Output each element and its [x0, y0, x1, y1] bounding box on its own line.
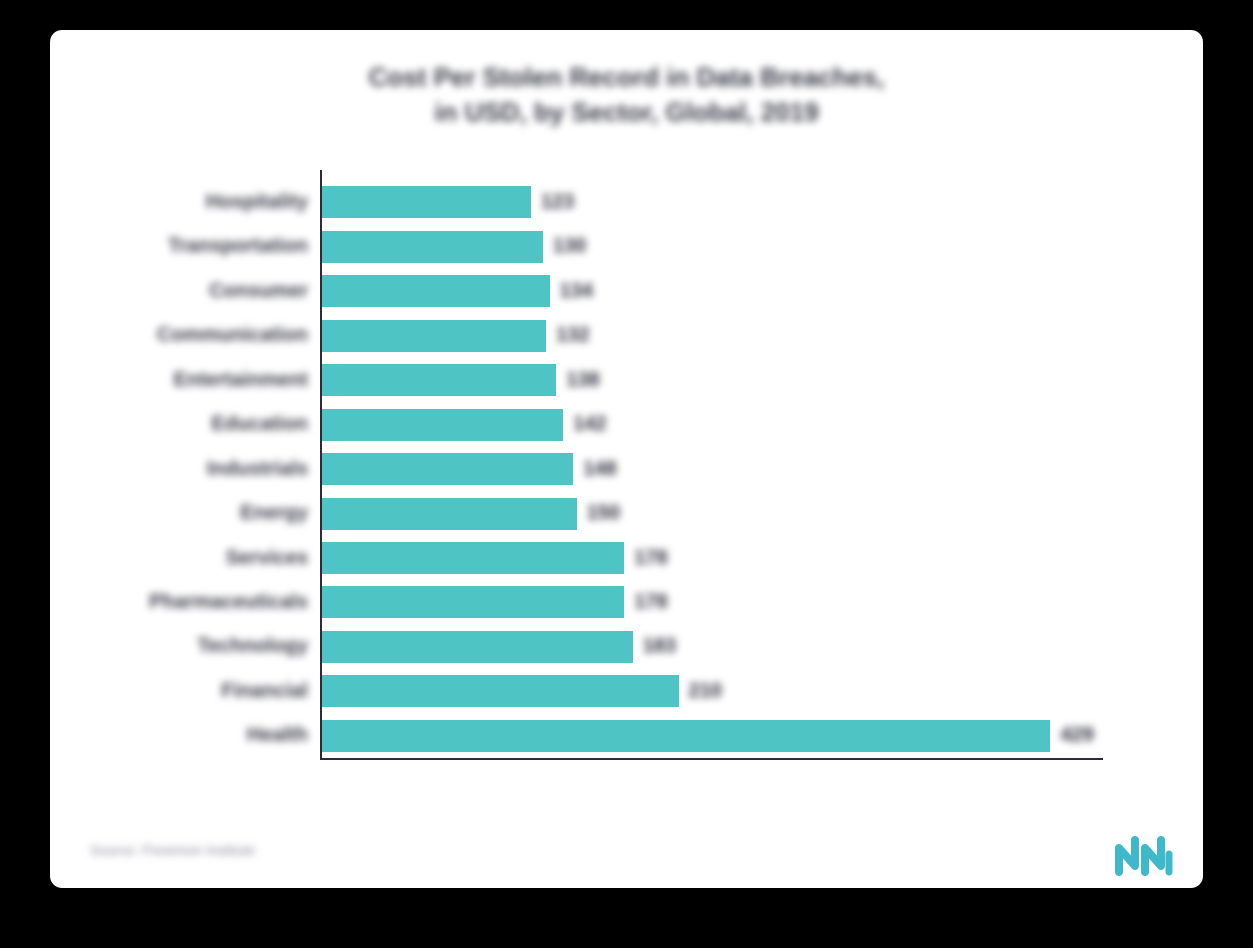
- bar-fill: [322, 453, 573, 485]
- bar-row: Industrials148: [322, 453, 1103, 485]
- bar-fill: [322, 631, 633, 663]
- bar-fill: [322, 231, 543, 263]
- bar-value-label: 150: [587, 502, 620, 525]
- bar-fill: [322, 498, 577, 530]
- bar-value-label: 130: [553, 235, 586, 258]
- bar-row: Financial210: [322, 675, 1103, 707]
- bar-row: Communication132: [322, 320, 1103, 352]
- bar-category-label: Transportation: [168, 235, 308, 258]
- bar-fill: [322, 320, 546, 352]
- chart-title-line1: Cost Per Stolen Record in Data Breaches,: [369, 62, 885, 92]
- bar-fill: [322, 409, 563, 441]
- bar-category-label: Technology: [197, 635, 308, 658]
- bar-fill: [322, 586, 624, 618]
- chart-panel: Cost Per Stolen Record in Data Breaches,…: [50, 30, 1203, 888]
- bar-row: Services178: [322, 542, 1103, 574]
- bar-value-label: 178: [634, 591, 667, 614]
- source-note: Source: Ponemon Institute: [90, 842, 255, 858]
- chart-title-line2: in USD, by Sector, Global, 2019: [434, 97, 818, 127]
- bar-fill: [322, 720, 1050, 752]
- bar-value-label: 134: [560, 280, 593, 303]
- bars-group: Hospitality123 Transportation130 Consumer1…: [322, 180, 1103, 758]
- bar-category-label: Consumer: [209, 280, 308, 303]
- bar-value-label: 178: [634, 547, 667, 570]
- bar-row: Pharmaceuticals178: [322, 586, 1103, 618]
- brand-logo: [1113, 834, 1183, 878]
- bar-fill: [322, 186, 531, 218]
- chart-plot-area: Hospitality123 Transportation130 Consumer1…: [320, 170, 1103, 760]
- bar-row: Energy150: [322, 498, 1103, 530]
- bar-category-label: Industrials: [207, 458, 308, 481]
- bar-value-label: 148: [583, 458, 616, 481]
- bar-value-label: 138: [566, 369, 599, 392]
- bar-value-label: 132: [556, 324, 589, 347]
- chart-title: Cost Per Stolen Record in Data Breaches,…: [90, 60, 1163, 130]
- bar-value-label: 183: [643, 635, 676, 658]
- bar-row: Health429: [322, 720, 1103, 752]
- bar-row: Entertainment138: [322, 364, 1103, 396]
- bar-category-label: Communication: [157, 324, 308, 347]
- bar-row: Technology183: [322, 631, 1103, 663]
- bar-row: Transportation130: [322, 231, 1103, 263]
- bar-fill: [322, 364, 556, 396]
- bar-category-label: Services: [226, 547, 308, 570]
- bar-category-label: Education: [211, 413, 308, 436]
- bar-category-label: Pharmaceuticals: [149, 591, 308, 614]
- bar-row: Education142: [322, 409, 1103, 441]
- bar-value-label: 210: [689, 680, 722, 703]
- x-axis: [320, 758, 1103, 760]
- bar-category-label: Financial: [221, 680, 308, 703]
- bar-category-label: Hospitality: [206, 191, 308, 214]
- bar-value-label: 429: [1060, 724, 1093, 747]
- bar-category-label: Health: [247, 724, 308, 747]
- bar-row: Consumer134: [322, 275, 1103, 307]
- bar-category-label: Energy: [240, 502, 308, 525]
- bar-row: Hospitality123: [322, 186, 1103, 218]
- bar-value-label: 142: [573, 413, 606, 436]
- bar-fill: [322, 675, 679, 707]
- bar-fill: [322, 542, 624, 574]
- bar-value-label: 123: [541, 191, 574, 214]
- bar-fill: [322, 275, 550, 307]
- bar-category-label: Entertainment: [174, 369, 308, 392]
